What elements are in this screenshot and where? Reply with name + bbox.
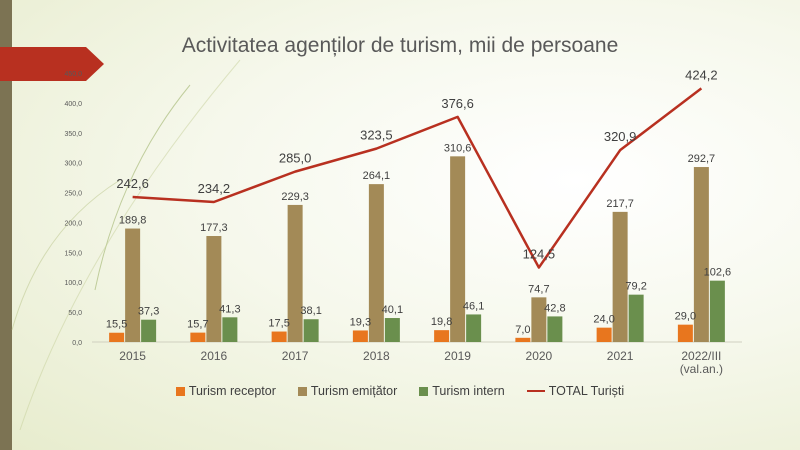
- y-tick-label: 150,0: [64, 250, 82, 257]
- bar-emitator: [531, 297, 547, 342]
- legend-label-total: TOTAL Turiști: [548, 384, 625, 398]
- data-label-total: 234,2: [198, 181, 231, 196]
- bar-receptor: [271, 331, 287, 342]
- data-label-emitator: 217,7: [606, 198, 634, 210]
- legend-swatch-total: [526, 390, 545, 392]
- data-label-intern: 40,1: [382, 304, 403, 316]
- y-tick-label: 100,0: [64, 280, 82, 287]
- bar-emitator: [368, 184, 384, 342]
- x-category-label: 2021: [607, 349, 634, 363]
- data-label-receptor: 17,5: [268, 318, 289, 330]
- bar-receptor: [677, 324, 693, 342]
- bar-intern: [303, 319, 319, 342]
- bar-intern: [222, 317, 238, 342]
- bar-intern: [141, 319, 157, 342]
- data-label-total: 124,5: [523, 247, 556, 262]
- data-label-intern: 38,1: [300, 305, 321, 317]
- legend-swatch-emitator: [297, 386, 307, 396]
- decorative-left-strip: [0, 0, 12, 450]
- bar-intern: [709, 280, 725, 342]
- y-tick-label: 350,0: [64, 131, 82, 138]
- bar-receptor: [515, 337, 531, 342]
- data-label-receptor: 29,0: [675, 311, 696, 323]
- data-label-intern: 46,1: [463, 300, 484, 312]
- data-label-total: 242,6: [116, 176, 149, 191]
- x-category-label: (val.an.): [680, 362, 723, 376]
- y-tick-label: 50,0: [68, 310, 82, 317]
- y-tick-label: 0,0: [72, 340, 82, 347]
- y-tick-label: 250,0: [64, 191, 82, 198]
- data-label-receptor: 7,0: [515, 324, 530, 336]
- data-label-intern: 42,8: [544, 302, 565, 314]
- data-label-receptor: 15,5: [106, 319, 127, 331]
- bar-intern: [384, 318, 400, 342]
- data-label-emitator: 229,3: [281, 191, 309, 203]
- legend-item-total: TOTAL Turiști: [526, 384, 625, 398]
- data-label-emitator: 74,7: [528, 283, 549, 295]
- legend-item-receptor: Turism receptor: [175, 384, 276, 398]
- bar-receptor: [190, 332, 206, 342]
- bar-receptor: [109, 332, 125, 342]
- data-label-receptor: 19,3: [350, 316, 371, 328]
- decorative-arc-1: [94, 84, 191, 291]
- data-label-emitator: 177,3: [200, 222, 228, 234]
- y-tick-label: 450,0: [64, 71, 82, 78]
- chart-legend: Turism receptor Turism emițător Turism i…: [0, 384, 800, 398]
- series-line-total: [132, 87, 703, 269]
- x-category-label: 2016: [201, 349, 228, 363]
- legend-swatch-receptor: [175, 386, 185, 396]
- title-arrow-shape: [0, 47, 104, 81]
- data-label-receptor: 24,0: [593, 314, 614, 326]
- decorative-arc-2: [19, 59, 241, 431]
- x-category-label: 2019: [444, 349, 471, 363]
- legend-item-intern: Turism intern: [419, 384, 505, 398]
- data-label-emitator: 292,7: [688, 153, 716, 165]
- data-label-intern: 102,6: [704, 267, 732, 279]
- bar-receptor: [434, 330, 450, 342]
- data-label-total: 323,5: [360, 128, 393, 143]
- x-category-label: 2017: [282, 349, 309, 363]
- data-label-total: 424,2: [685, 67, 718, 82]
- data-label-intern: 41,3: [219, 303, 240, 315]
- data-label-receptor: 15,7: [187, 319, 208, 331]
- bar-emitator: [287, 204, 303, 342]
- bar-emitator: [450, 156, 466, 342]
- bar-emitator: [612, 211, 628, 342]
- legend-item-emitator: Turism emițător: [297, 384, 398, 398]
- legend-label-intern: Turism intern: [432, 384, 505, 398]
- bar-emitator: [206, 236, 222, 342]
- y-tick-label: 300,0: [64, 161, 82, 168]
- bar-receptor: [352, 330, 368, 342]
- data-label-emitator: 189,8: [119, 215, 147, 227]
- x-category-label: 2022/III: [681, 349, 721, 363]
- bar-emitator: [693, 167, 709, 342]
- y-tick-label: 400,0: [64, 101, 82, 108]
- y-tick-label: 200,0: [64, 220, 82, 227]
- data-label-emitator: 310,6: [444, 142, 472, 154]
- bar-intern: [547, 316, 563, 342]
- data-label-total: 320,9: [604, 129, 637, 144]
- legend-swatch-intern: [419, 386, 429, 396]
- data-label-total: 285,0: [279, 151, 312, 166]
- bar-intern: [466, 314, 482, 342]
- x-category-label: 2020: [526, 349, 553, 363]
- legend-label-receptor: Turism receptor: [188, 384, 276, 398]
- data-label-total: 376,6: [441, 96, 474, 111]
- bar-intern: [628, 294, 644, 342]
- x-category-label: 2015: [119, 349, 146, 363]
- data-label-receptor: 19,8: [431, 316, 452, 328]
- data-label-emitator: 264,1: [363, 170, 391, 182]
- legend-label-emitator: Turism emițător: [310, 384, 398, 398]
- data-label-intern: 79,2: [625, 281, 646, 293]
- data-label-intern: 37,3: [138, 306, 159, 318]
- x-category-label: 2018: [363, 349, 390, 363]
- bar-emitator: [125, 228, 141, 342]
- bar-receptor: [596, 327, 612, 342]
- decorative-arc-3: [11, 179, 121, 331]
- slide-title: Activitatea agenților de turism, mii de …: [181, 34, 619, 57]
